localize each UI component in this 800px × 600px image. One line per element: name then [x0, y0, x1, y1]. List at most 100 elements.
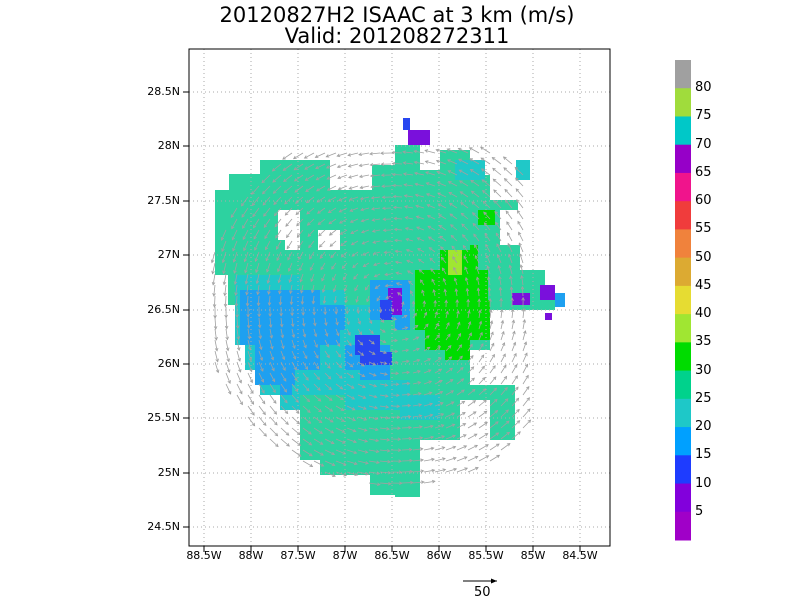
wind-vector	[481, 147, 490, 153]
colorbar-label: 5	[695, 504, 703, 519]
wind-vector	[479, 400, 486, 406]
colorbar-label: 10	[695, 476, 712, 491]
wind-vector	[479, 434, 488, 439]
colorbar-segment	[675, 201, 691, 230]
colorbar-segment	[675, 60, 691, 89]
wind-vector	[225, 296, 226, 307]
colorbar-label: 55	[695, 221, 712, 236]
wind-vector	[292, 439, 300, 445]
lat-tick-label: 27N	[140, 248, 180, 261]
lat-tick-label: 25.5N	[140, 411, 180, 424]
wind-speed-region	[555, 293, 565, 307]
colorbar-segment	[675, 342, 691, 371]
lat-tick-label: 25N	[140, 466, 180, 479]
colorbar-segment	[675, 88, 691, 117]
wind-vector	[479, 411, 487, 417]
colorbar-label: 25	[695, 391, 712, 406]
wind-vector	[493, 179, 501, 186]
colorbar-label: 30	[695, 363, 712, 378]
wind-vector	[270, 406, 277, 414]
wind-vector	[283, 153, 292, 159]
wind-vector	[259, 428, 266, 436]
colorbar-label: 50	[695, 250, 712, 265]
colorbar-segment	[675, 371, 691, 400]
wind-vector	[292, 428, 300, 435]
colorbar-segment	[675, 173, 691, 202]
lat-tick-label: 28.5N	[140, 85, 180, 98]
colorbar-segment	[675, 399, 691, 428]
wind-vector	[492, 157, 501, 164]
wind-vector	[270, 428, 278, 436]
wind-vector	[281, 428, 289, 435]
wind-vector	[259, 417, 266, 425]
colorbar-segment	[675, 314, 691, 343]
lat-tick-label: 26.5N	[140, 303, 180, 316]
lon-tick-label: 87.5W	[278, 549, 318, 562]
colorbar-segment	[675, 455, 691, 484]
colorbar-segment	[675, 427, 691, 456]
wind-vector	[504, 179, 512, 186]
colorbar-segment	[675, 512, 691, 541]
wind-vector	[490, 455, 499, 461]
wind-vector	[248, 395, 254, 404]
wind-speed-region	[403, 118, 410, 130]
wind-vector	[523, 387, 529, 395]
colorbar-segment	[675, 116, 691, 145]
wind-vector	[490, 444, 499, 450]
wind-vector	[281, 417, 288, 424]
wind-vector	[214, 296, 215, 307]
colorbar-segment	[675, 484, 691, 513]
wind-vector	[303, 461, 312, 467]
wind-vector	[292, 450, 301, 456]
colorbar-label: 20	[695, 419, 712, 434]
wind-vector	[504, 168, 512, 175]
wind-vector	[501, 376, 507, 384]
wind-vector	[505, 189, 512, 197]
wind-vector	[517, 211, 523, 219]
colorbar-label: 75	[695, 108, 712, 123]
colorbar-segment	[675, 229, 691, 258]
wind-vector	[259, 406, 265, 415]
reference-vector	[463, 579, 497, 584]
wind-speed-region	[540, 285, 555, 300]
wind-vector	[270, 439, 278, 447]
wind-speed-region	[448, 250, 462, 275]
wind-speed-region	[512, 293, 530, 305]
wind-vector	[490, 377, 496, 384]
wind-vector	[523, 398, 529, 406]
lat-tick-label: 26N	[140, 357, 180, 370]
wind-vector	[501, 444, 510, 450]
wind-speed-region	[408, 130, 430, 145]
colorbar-segment	[675, 145, 691, 174]
wind-vector	[516, 189, 523, 197]
colorbar-label: 45	[695, 278, 712, 293]
lon-tick-label: 88W	[231, 549, 271, 562]
colorbar-label: 35	[695, 334, 712, 349]
wind-vector	[270, 395, 276, 403]
colorbar-label: 40	[695, 306, 712, 321]
wind-vector	[281, 439, 289, 446]
colorbar-label: 65	[695, 165, 712, 180]
reference-vector-label: 50	[474, 585, 491, 600]
wind-vector	[479, 378, 485, 384]
colorbar-label: 60	[695, 193, 712, 208]
lat-tick-label: 24.5N	[140, 520, 180, 533]
colorbar-label: 70	[695, 137, 712, 152]
colorbar-label: 80	[695, 80, 712, 95]
lon-tick-label: 85W	[513, 549, 553, 562]
lon-tick-label: 84.5W	[560, 549, 600, 562]
colorbar-label: 15	[695, 447, 712, 462]
colorbar	[675, 60, 691, 541]
lon-tick-label: 85.5W	[466, 549, 506, 562]
wind-vector	[504, 157, 512, 164]
wind-vector	[506, 211, 512, 219]
wind-speed-region	[545, 313, 552, 320]
wind-vector	[237, 395, 242, 405]
colorbar-segment	[675, 258, 691, 287]
wind-vector	[493, 168, 501, 175]
wind-vector	[259, 395, 265, 404]
wind-speed-region	[395, 145, 420, 170]
lat-tick-label: 27.5N	[140, 194, 180, 207]
lat-tick-label: 28N	[140, 139, 180, 152]
